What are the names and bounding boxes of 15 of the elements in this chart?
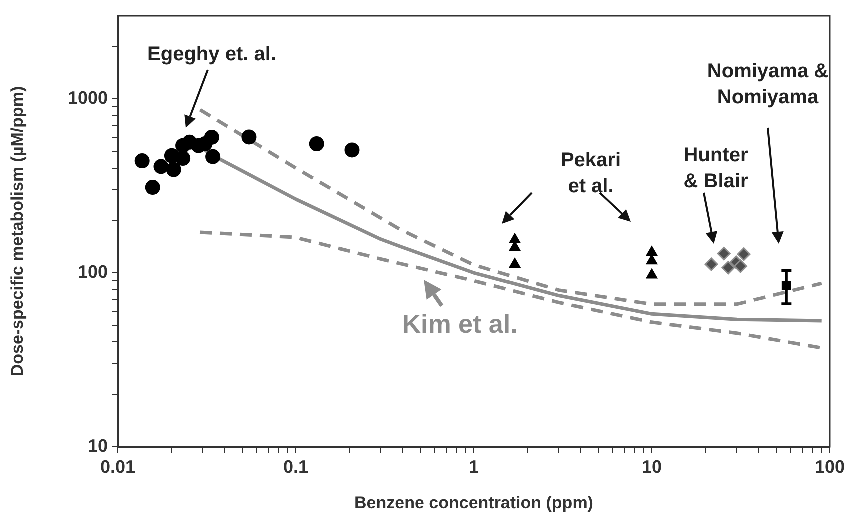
y-tick-label: 10 <box>88 436 108 456</box>
annotation: Egeghy et. al. <box>148 44 276 66</box>
x-tick-label: 0.1 <box>283 456 309 477</box>
x-tick-label: 1 <box>468 456 479 477</box>
x-tick-label: 0.01 <box>100 456 136 477</box>
annotation: Kim et al. <box>402 309 518 340</box>
y-tick-label: 100 <box>78 262 108 282</box>
x-tick-label: 10 <box>642 456 662 477</box>
annotation: Hunter & Blair <box>684 144 748 193</box>
y-tick-label: 1000 <box>68 88 108 108</box>
x-axis-title: Benzene concentration (ppm) <box>354 493 594 512</box>
y-axis-title: Dose-specific metabolism (µM/ppm) <box>8 86 27 377</box>
annotation: Pekari et al. <box>560 150 622 198</box>
x-tick-label: 100 <box>814 456 846 477</box>
annotation: Nomiyama & Nomiyama <box>707 60 829 109</box>
